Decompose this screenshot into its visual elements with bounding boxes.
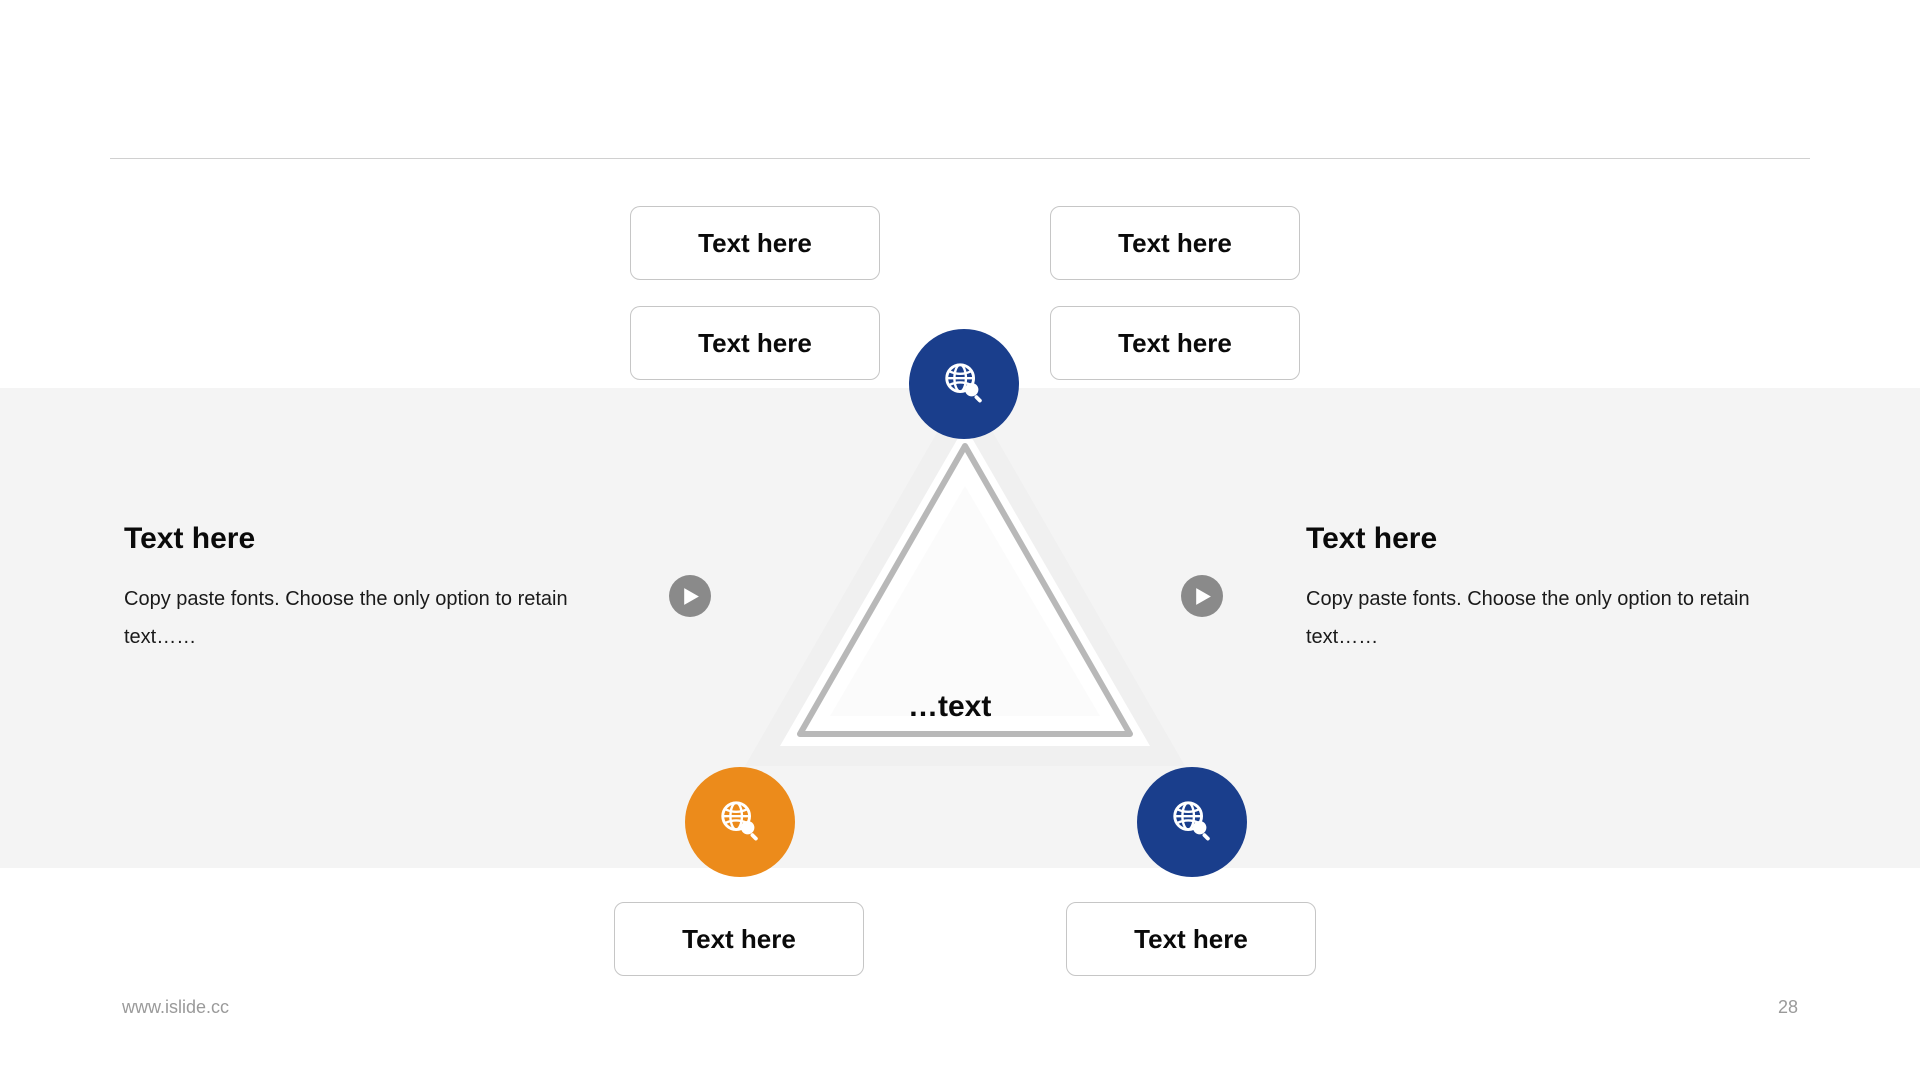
- pill-top-left-1: Text here: [630, 206, 880, 280]
- right-body: Copy paste fonts. Choose the only option…: [1306, 580, 1786, 656]
- top-rule: [110, 158, 1810, 159]
- play-left-icon: [669, 575, 711, 617]
- footer-page: 28: [1778, 997, 1798, 1018]
- footer-url: www.islide.cc: [122, 997, 229, 1018]
- left-text-block: Text here Copy paste fonts. Choose the o…: [124, 522, 604, 656]
- node-left: [685, 767, 795, 877]
- right-text-block: Text here Copy paste fonts. Choose the o…: [1306, 522, 1786, 656]
- pill-label: Text here: [1118, 328, 1232, 359]
- globe-search-icon: [717, 797, 763, 848]
- left-title: Text here: [124, 522, 604, 556]
- left-body: Copy paste fonts. Choose the only option…: [124, 580, 604, 656]
- right-title: Text here: [1306, 522, 1786, 556]
- pill-top-right-1: Text here: [1050, 206, 1300, 280]
- pill-label: Text here: [1118, 228, 1232, 259]
- triangle-center-label: …text: [908, 690, 991, 724]
- globe-search-icon: [1169, 797, 1215, 848]
- pill-label: Text here: [698, 228, 812, 259]
- pill-bottom-left: Text here: [614, 902, 864, 976]
- pill-label: Text here: [1134, 924, 1248, 955]
- pill-bottom-right: Text here: [1066, 902, 1316, 976]
- node-top: [909, 329, 1019, 439]
- slide: Text here Text here Text here Text here: [0, 0, 1920, 1080]
- node-right: [1137, 767, 1247, 877]
- pill-label: Text here: [698, 328, 812, 359]
- pill-top-left-2: Text here: [630, 306, 880, 380]
- pill-label: Text here: [682, 924, 796, 955]
- pill-top-right-2: Text here: [1050, 306, 1300, 380]
- globe-search-icon: [941, 359, 987, 410]
- play-right-icon: [1181, 575, 1223, 617]
